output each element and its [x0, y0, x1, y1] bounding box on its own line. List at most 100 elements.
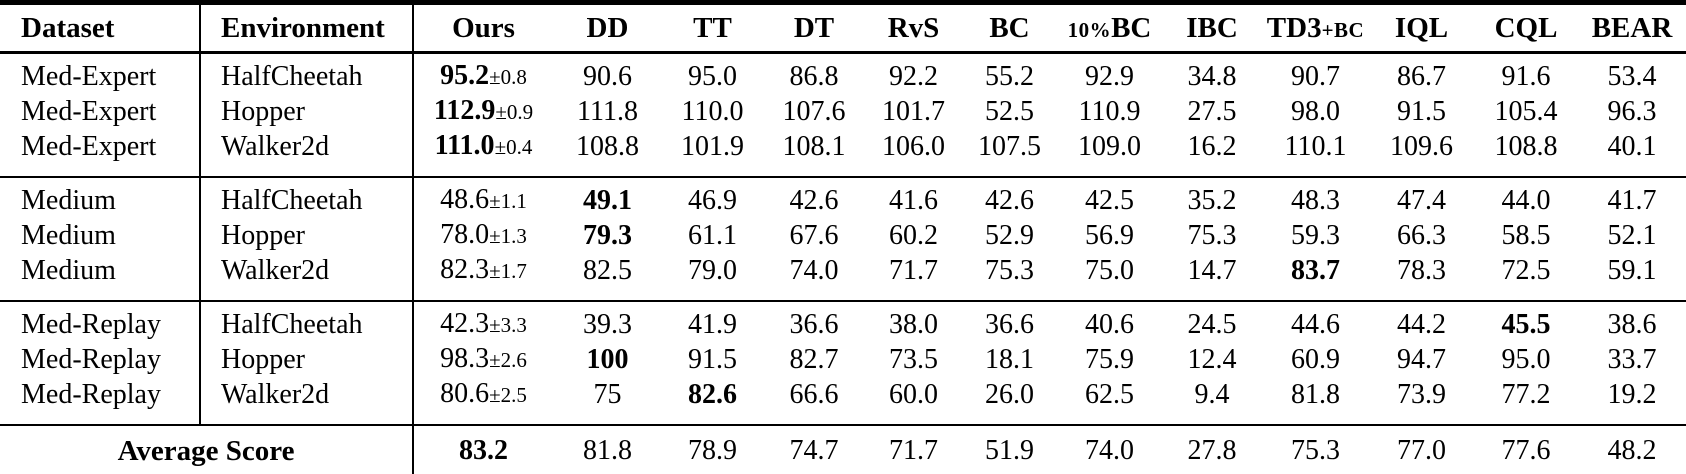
- header-text: RvS: [887, 11, 940, 44]
- score-cell-dd: 108.8: [576, 130, 639, 162]
- score-cell-rvs: 38.0: [889, 308, 938, 340]
- score-cell-ibc: 9.4: [1194, 378, 1230, 410]
- score-cell-bc: 42.6: [985, 184, 1034, 216]
- ours-cell: 95.2±0.8: [413, 53, 553, 95]
- score-cell-dd: 111.8: [577, 95, 638, 127]
- ours-score: 83.2: [459, 435, 508, 466]
- score-cell-bc: 75.3: [985, 254, 1034, 286]
- score-cell-dt: 107.6: [782, 95, 846, 127]
- score-cell-ibc: 24.5: [1187, 308, 1237, 340]
- ours-score: 82.3: [440, 254, 490, 285]
- score-cell-10pct-bc: 62.5: [1085, 378, 1134, 410]
- ours-std: ±0.8: [489, 65, 527, 89]
- score-cell-td3-bc: 110.1: [1284, 130, 1347, 162]
- score-cell-bc: 52.5: [985, 95, 1034, 127]
- score-cell-iql: 44.2: [1397, 308, 1446, 340]
- score-cell-tt: 95.0: [688, 60, 737, 92]
- score-cell-rvs: 73.5: [889, 343, 938, 375]
- ours-std: ±0.9: [495, 100, 534, 124]
- score-cell-dt: 82.7: [789, 343, 839, 375]
- score-cell-bc: 52.9: [985, 219, 1034, 251]
- score-cell-bear: 40.1: [1607, 130, 1657, 162]
- ours-std: ±1.1: [489, 189, 527, 213]
- column-header-bc: BC: [962, 2, 1057, 54]
- average-cell-tt: 78.9: [662, 424, 763, 474]
- score-cell-cql: 77.2: [1501, 378, 1551, 410]
- score-cell-10pct-bc: 75.9: [1085, 343, 1134, 375]
- score-cell-bc: 26.0: [985, 378, 1034, 410]
- header-text: TD3: [1266, 11, 1322, 44]
- score-cell-tt: 101.9: [681, 130, 744, 162]
- score-cell-bear: 33.7: [1607, 343, 1657, 375]
- ours-cell: 82.3±1.7: [413, 253, 553, 301]
- table-row: Med-Replay Walker2d 80.6±2.5 75 82.6 66.6 60.0…: [0, 377, 1686, 425]
- column-header-td3-bc: TD3+BC: [1262, 2, 1369, 54]
- average-cell-dt: 74.7: [763, 424, 865, 474]
- average-cell-bear: 48.2: [1578, 424, 1686, 474]
- score-cell-cql: 91.6: [1501, 60, 1551, 92]
- dataset-group-med-replay: Med-Replay HalfCheetah 42.3±3.3 39.3 41.9 36.…: [0, 301, 1686, 425]
- header-text: TT: [693, 11, 732, 44]
- header-text: IQL: [1394, 11, 1449, 44]
- score-cell-iql: 66.3: [1397, 219, 1446, 251]
- header-text: BEAR: [1591, 11, 1673, 44]
- score-cell-rvs: 41.6: [889, 184, 938, 216]
- table-row: Med-Expert Hopper 112.9±0.9 111.8 110.0 107.6…: [0, 94, 1686, 129]
- dataset-cell: Med-Expert: [0, 129, 201, 177]
- average-cell-td3-bc: 75.3: [1262, 424, 1369, 474]
- header-text: CQL: [1494, 11, 1558, 44]
- score-cell-dt: 67.6: [789, 219, 839, 251]
- score-cell-dd: 79.3: [583, 219, 632, 251]
- dataset-cell: Med-Replay: [0, 301, 201, 342]
- score-cell-tt: 82.6: [688, 378, 737, 410]
- environment-cell: HalfCheetah: [200, 301, 414, 342]
- score-cell-dt: 74.0: [789, 254, 839, 286]
- score-cell-ibc: 14.7: [1187, 254, 1237, 286]
- ours-score: 42.3: [440, 308, 490, 339]
- score-cell-dd: 100: [586, 343, 629, 375]
- score-cell-rvs: 60.2: [889, 219, 938, 251]
- ours-cell: 98.3±2.6: [413, 342, 553, 377]
- column-header-dt: DT: [763, 2, 865, 54]
- score-cell-iql: 91.5: [1397, 95, 1446, 127]
- score-cell-tt: 91.5: [688, 343, 737, 375]
- score-cell-ibc: 16.2: [1187, 130, 1237, 162]
- score-cell-dd: 82.5: [583, 254, 632, 286]
- dataset-group-med-expert: Med-Expert HalfCheetah 95.2±0.8 90.6 95.0 86.…: [0, 52, 1686, 177]
- score-cell-bear: 41.7: [1607, 184, 1657, 216]
- table-row: Medium HalfCheetah 48.6±1.1 49.1 46.9 42.6 41.…: [0, 177, 1686, 218]
- column-header-dataset: Dataset: [0, 2, 201, 54]
- column-header-ours: Ours: [413, 2, 553, 54]
- score-cell-ibc: 35.2: [1187, 184, 1237, 216]
- score-cell-10pct-bc: 56.9: [1085, 219, 1134, 251]
- score-cell-bear: 19.2: [1607, 378, 1657, 410]
- environment-cell: HalfCheetah: [200, 52, 414, 94]
- header-text: DT: [793, 11, 835, 44]
- ours-cell: 42.3±3.3: [413, 301, 553, 342]
- ours-cell: 111.0±0.4: [413, 129, 553, 177]
- score-cell-iql: 109.6: [1390, 130, 1453, 162]
- dataset-group-medium: Medium HalfCheetah 48.6±1.1 49.1 46.9 42.6 41.…: [0, 177, 1686, 301]
- score-cell-cql: 44.0: [1501, 184, 1551, 216]
- dataset-cell: Medium: [0, 218, 201, 253]
- column-header-dd: DD: [553, 2, 662, 54]
- score-cell-cql: 95.0: [1501, 343, 1551, 375]
- dataset-cell: Med-Expert: [0, 94, 201, 129]
- table-row: Med-Expert HalfCheetah 95.2±0.8 90.6 95.0 86.…: [0, 52, 1686, 95]
- score-cell-10pct-bc: 75.0: [1085, 254, 1134, 286]
- header-text: BC: [1111, 11, 1152, 44]
- score-cell-dd: 90.6: [583, 60, 632, 92]
- ours-cell: 48.6±1.1: [413, 177, 553, 218]
- score-cell-bear: 38.6: [1607, 308, 1657, 340]
- score-cell-bear: 52.1: [1607, 219, 1657, 251]
- ours-std: ±2.6: [489, 348, 527, 372]
- score-cell-bear: 53.4: [1607, 60, 1657, 92]
- header-text: +BC: [1321, 17, 1365, 42]
- score-cell-cql: 72.5: [1501, 254, 1551, 286]
- table-row: Med-Replay Hopper 98.3±2.6 100 91.5 82.7 73.5 1…: [0, 342, 1686, 377]
- environment-cell: Walker2d: [200, 253, 414, 301]
- header-text: 10%: [1067, 17, 1112, 42]
- header-text: BC: [989, 11, 1030, 44]
- score-cell-dt: 36.6: [789, 308, 839, 340]
- score-cell-cql: 105.4: [1494, 95, 1558, 127]
